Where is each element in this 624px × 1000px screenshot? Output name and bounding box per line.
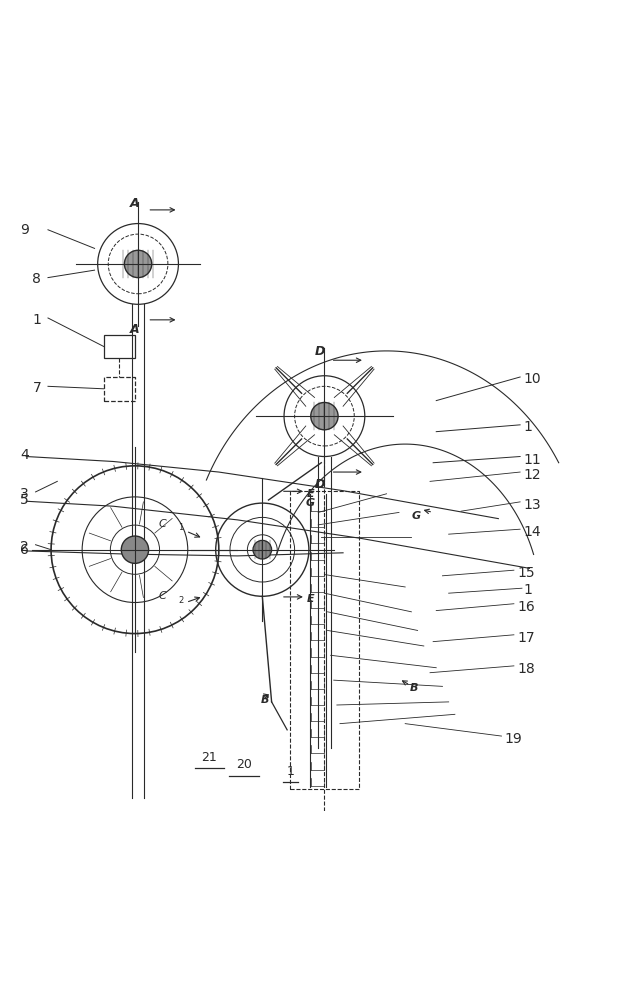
Bar bbox=[104, 335, 135, 358]
Text: 1: 1 bbox=[286, 765, 294, 778]
Text: E: E bbox=[307, 594, 314, 604]
Text: 2: 2 bbox=[20, 540, 29, 554]
Text: 4: 4 bbox=[20, 448, 29, 462]
Bar bbox=[104, 377, 135, 401]
Text: G: G bbox=[306, 498, 315, 508]
Text: 5: 5 bbox=[20, 493, 29, 507]
Text: 13: 13 bbox=[523, 498, 541, 512]
Circle shape bbox=[124, 250, 152, 278]
Text: B: B bbox=[261, 695, 270, 705]
Text: C: C bbox=[158, 519, 167, 529]
Text: 11: 11 bbox=[523, 453, 541, 467]
Text: 16: 16 bbox=[517, 600, 535, 614]
Text: 1: 1 bbox=[523, 420, 532, 434]
Text: 1: 1 bbox=[523, 583, 532, 597]
Text: A: A bbox=[130, 323, 140, 336]
Text: D: D bbox=[314, 345, 324, 358]
Text: 19: 19 bbox=[505, 732, 522, 746]
Text: 18: 18 bbox=[517, 662, 535, 676]
Text: 9: 9 bbox=[20, 223, 29, 237]
Text: E: E bbox=[307, 489, 314, 499]
Text: 7: 7 bbox=[32, 381, 41, 395]
Circle shape bbox=[121, 536, 149, 563]
Text: 14: 14 bbox=[523, 525, 541, 539]
Text: 3: 3 bbox=[20, 487, 29, 501]
Bar bbox=[290, 491, 359, 789]
Text: A: A bbox=[130, 197, 140, 210]
Text: 1: 1 bbox=[32, 313, 41, 327]
Text: 6: 6 bbox=[20, 543, 29, 557]
Text: 10: 10 bbox=[523, 372, 541, 386]
Text: 1: 1 bbox=[178, 523, 183, 532]
Text: 8: 8 bbox=[32, 272, 41, 286]
Circle shape bbox=[311, 402, 338, 430]
Text: 2: 2 bbox=[178, 596, 183, 605]
Text: C: C bbox=[158, 591, 167, 601]
Text: 21: 21 bbox=[202, 751, 217, 764]
Text: G: G bbox=[411, 511, 421, 521]
Text: 20: 20 bbox=[236, 758, 251, 771]
Text: D: D bbox=[314, 478, 324, 491]
Circle shape bbox=[253, 540, 271, 559]
Text: B: B bbox=[410, 683, 419, 693]
Text: 17: 17 bbox=[517, 631, 535, 645]
Text: 15: 15 bbox=[517, 566, 535, 580]
Text: 12: 12 bbox=[523, 468, 541, 482]
